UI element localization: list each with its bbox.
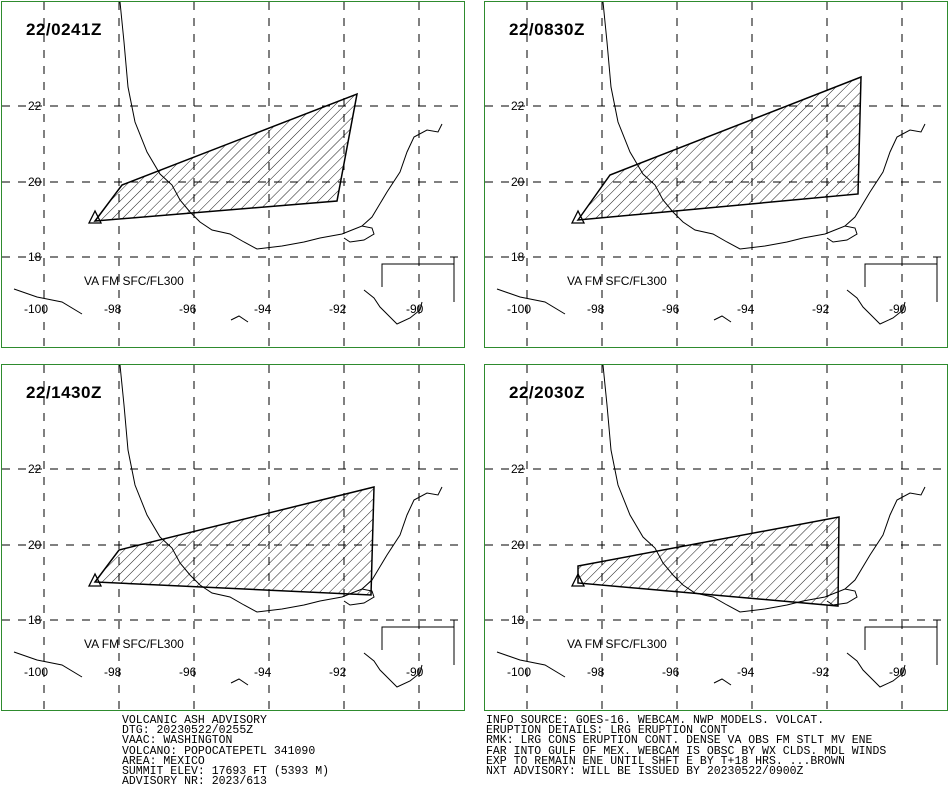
longitude-label: -90 [889,665,907,679]
longitude-label: -96 [662,302,680,316]
advisory-right-line: INFO SOURCE: GOES-16. WEBCAM. NWP MODELS… [486,714,825,727]
coastline [230,678,249,686]
map-panel-3: 22 20 18 -100 -98 -96 -94 -92 -90 VA FM SFC/FL300… [1,364,465,711]
advisory-right-line: ERUPTION DETAILS: LRG ERUPTION CONT [486,724,728,738]
longitude-label: -94 [254,302,272,316]
panel-time: 22/0241Z [26,20,102,39]
longitude-label: -100 [24,302,48,316]
longitude-label: -94 [737,302,755,316]
longitude-label: -92 [812,665,830,679]
longitude-label: -98 [587,302,605,316]
advisory-left-line: VOLCANIC ASH ADVISORY [122,714,267,727]
advisory-text-right: INFO SOURCE: GOES-16. WEBCAM. NWP MODELS… [486,714,887,778]
coastline [602,365,858,613]
advisory-left-line: SUMMIT ELEV: 17693 FT (5393 M) [122,764,330,778]
ash-cloud-polygon [93,92,358,222]
latitude-label: 18 [28,613,42,627]
advisory-left-line: ADVISORY NR: 2023/613 [122,775,267,789]
map-canvas: 22 20 18 -100 -98 -96 -94 -92 -90 VA FM SFC/FL300 [2,2,464,347]
longitude-label: -100 [507,665,531,679]
volcano-icon [87,209,103,224]
longitude-label: -98 [104,302,122,316]
map-canvas: 22 20 18 -100 -98 -96 -94 -92 -90 VA FM SFC/FL300 [2,365,464,710]
coastline [713,315,732,323]
longitude-label: -96 [179,665,197,679]
coastline [496,288,566,315]
longitude-label: -100 [507,302,531,316]
coastline [844,123,926,227]
advisory-text-left: VOLCANIC ASH ADVISORY DTG: 20230522/0255Z… [122,714,330,789]
longitude-label: -90 [406,665,424,679]
latitude-label: 20 [28,175,42,189]
coastline [864,620,938,650]
panel-time: 22/1430Z [26,383,102,402]
ash-cloud-polygon [577,516,840,607]
latitude-label: 18 [28,250,42,264]
longitude-label: -90 [406,302,424,316]
latitude-label: 22 [511,462,525,476]
coastline [363,652,423,688]
va-level-label: VA FM SFC/FL300 [84,274,184,288]
coastline [230,315,249,323]
advisory-left-line: VAAC: WASHINGTON [122,734,233,748]
panel-time: 22/0830Z [509,20,585,39]
coastline [846,652,906,688]
va-level-label: VA FM SFC/FL300 [567,274,667,288]
latitude-label: 22 [28,462,42,476]
volcano-icon [570,572,586,587]
longitude-label: -100 [24,665,48,679]
longitude-label: -90 [889,302,907,316]
coastline [363,289,423,325]
coastline [846,289,906,325]
longitude-label: -92 [329,302,347,316]
coastline [119,2,375,250]
advisory-left-line: AREA: MEXICO [122,754,205,768]
advisory-left-line: DTG: 20230522/0255Z [122,724,254,738]
latitude-label: 22 [511,99,525,113]
ash-cloud-polygon [576,75,862,221]
va-level-label: VA FM SFC/FL300 [84,637,184,651]
latitude-label: 20 [511,175,525,189]
longitude-label: -92 [812,302,830,316]
latitude-label: 22 [28,99,42,113]
coastline [361,486,443,590]
advisory-left-line: VOLCANO: POPOCATEPETL 341090 [122,744,316,758]
advisory-right-line: RMK: LRG CONS ERUPTION CONT. DENSE VA OB… [486,734,873,748]
coastline [496,651,566,678]
latitude-label: 18 [511,613,525,627]
longitude-label: -98 [104,665,122,679]
coastline [381,257,455,287]
va-level-label: VA FM SFC/FL300 [567,637,667,651]
map-canvas: 22 20 18 -100 -98 -96 -94 -92 -90 VA FM SFC/FL300 [485,365,947,710]
longitude-label: -94 [254,665,272,679]
coastline [13,288,83,315]
panel-time: 22/2030Z [509,383,585,402]
map-panel-2: 22 20 18 -100 -98 -96 -94 -92 -90 VA FM SFC/FL300… [484,1,948,348]
longitude-label: -94 [737,665,755,679]
ash-cloud-polygon [93,486,375,596]
coastline [844,486,926,590]
coastline [119,365,375,613]
longitude-label: -96 [662,665,680,679]
latitude-label: 20 [28,538,42,552]
coastline [864,257,938,287]
latitude-label: 18 [511,250,525,264]
longitude-label: -98 [587,665,605,679]
coastline [381,620,455,650]
volcano-icon [570,209,586,224]
coastline [361,123,443,227]
volcano-icon [87,572,103,587]
coastline [602,2,858,250]
advisory-right-line: FAR INTO GULF OF MEX. WEBCAM IS OBSC BY … [486,744,887,758]
longitude-label: -96 [179,302,197,316]
longitude-label: -92 [329,665,347,679]
coastline [713,678,732,686]
map-canvas: 22 20 18 -100 -98 -96 -94 -92 -90 VA FM SFC/FL300 [485,2,947,347]
latitude-label: 20 [511,538,525,552]
coastline [13,651,83,678]
map-panel-4: 22 20 18 -100 -98 -96 -94 -92 -90 VA FM SFC/FL300… [484,364,948,711]
advisory-right-line: NXT ADVISORY: WILL BE ISSUED BY 20230522… [486,764,804,778]
map-panel-1: 22 20 18 -100 -98 -96 -94 -92 -90 VA FM SFC/FL300… [1,1,465,348]
advisory-right-line: EXP TO REMAIN ENE UNTIL SHFT E BY T+18 H… [486,754,845,768]
